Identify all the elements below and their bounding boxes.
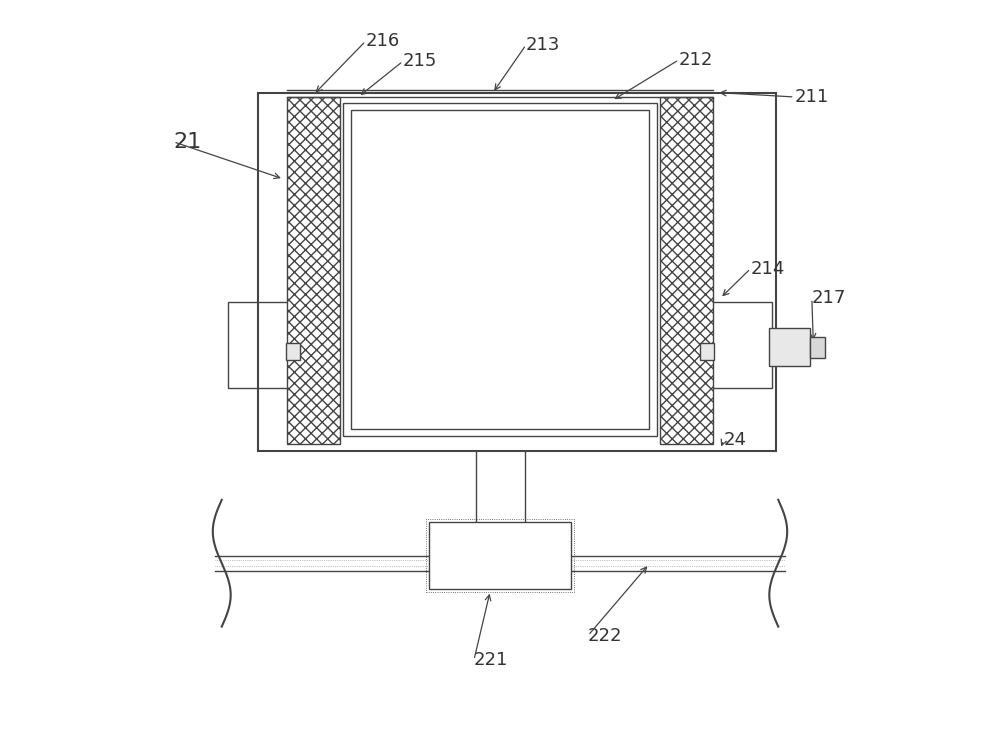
Bar: [810, 337, 825, 358]
Text: 222: 222: [588, 627, 623, 645]
Bar: [351, 110, 649, 429]
Text: 24: 24: [724, 431, 747, 449]
Text: 221: 221: [474, 651, 508, 669]
Bar: [709, 302, 772, 388]
Bar: [769, 328, 810, 366]
Text: 214: 214: [751, 260, 785, 278]
Bar: [429, 522, 571, 589]
Text: 212: 212: [679, 51, 713, 69]
Text: 216: 216: [366, 32, 400, 50]
Text: 215: 215: [403, 52, 437, 70]
Bar: [286, 343, 300, 360]
Bar: [660, 97, 713, 444]
Bar: [343, 103, 657, 436]
Text: 21: 21: [173, 132, 202, 151]
Bar: [426, 519, 574, 592]
Bar: [700, 343, 714, 360]
Text: 211: 211: [795, 88, 829, 106]
Bar: [258, 93, 776, 451]
Text: 213: 213: [526, 36, 560, 54]
Text: 217: 217: [812, 289, 846, 307]
Bar: [228, 302, 291, 388]
Bar: [287, 97, 340, 444]
